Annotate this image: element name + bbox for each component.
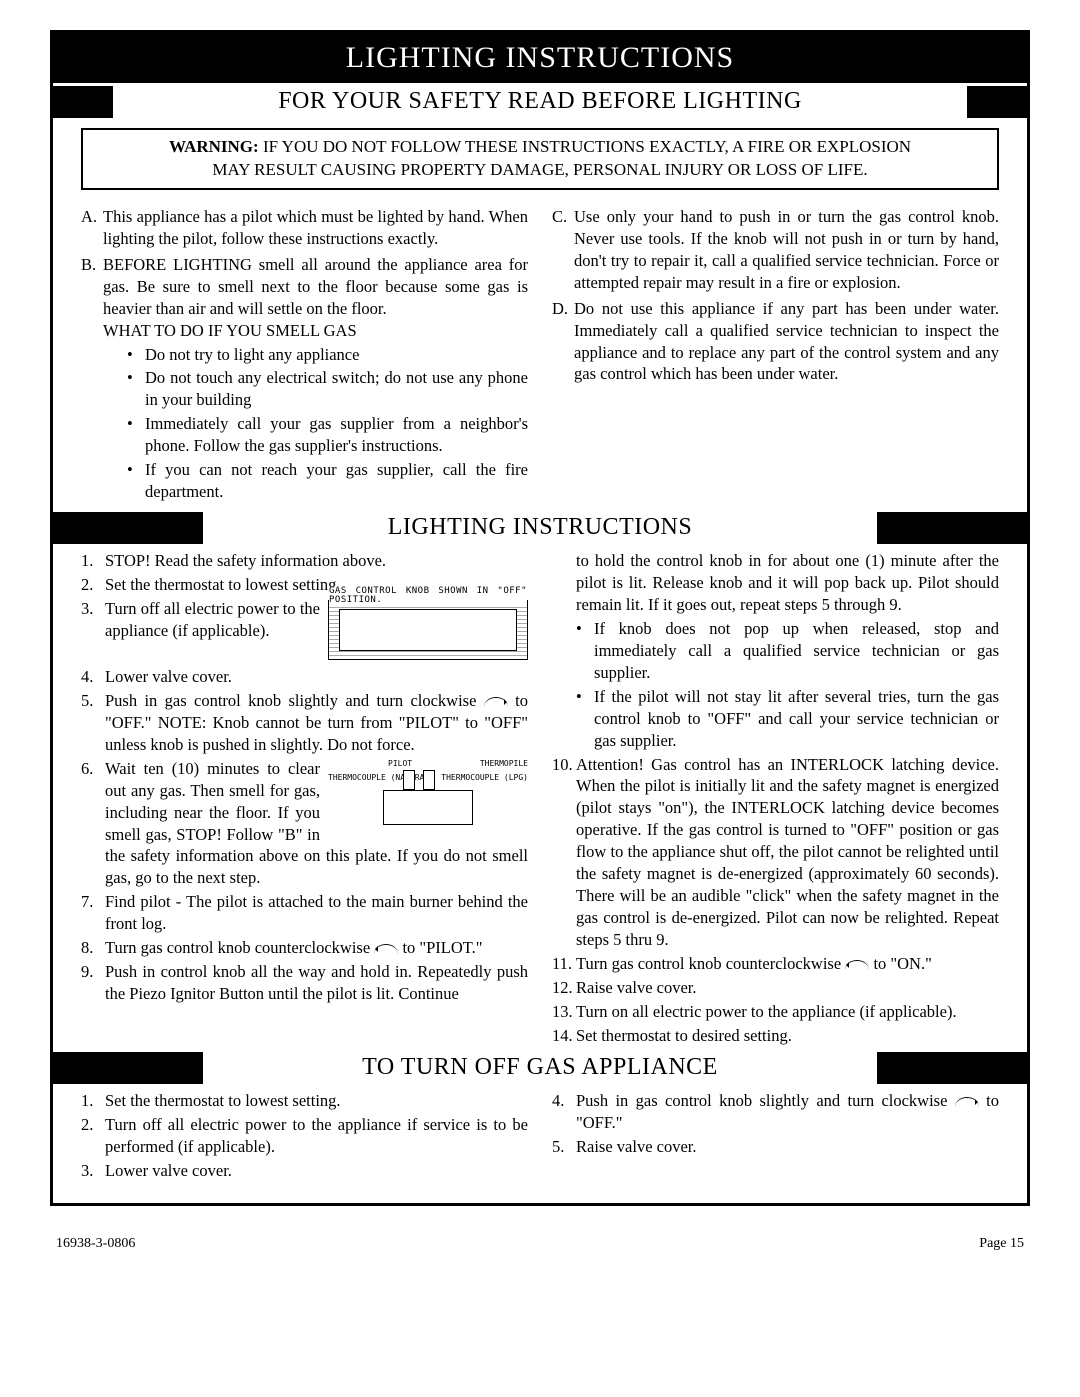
- step-9-cont: to hold the control knob in for about on…: [552, 550, 999, 616]
- footer-doc-number: 16938-3-0806: [56, 1236, 135, 1252]
- gas-control-diagram: GAS CONTROL KNOB SHOWN IN "OFF" POSITION…: [328, 600, 528, 660]
- step-14: Set thermostat to desired setting.: [576, 1025, 999, 1047]
- safety-A: This appliance has a pilot which must be…: [103, 206, 528, 250]
- main-title: LIGHTING INSTRUCTIONS: [346, 41, 734, 74]
- off-col-right: 4. Push in gas control knob slightly and…: [552, 1090, 999, 1184]
- warning-label: WARNING:: [169, 137, 259, 156]
- step-13: Turn on all electric power to the applia…: [576, 1001, 999, 1023]
- diagram-knob-label: GAS CONTROL KNOB SHOWN IN "OFF" POSITION…: [329, 587, 527, 605]
- footer-page-number: Page 15: [979, 1236, 1024, 1252]
- step-12: Raise valve cover.: [576, 977, 999, 999]
- bar-right-box: [877, 1052, 1027, 1084]
- lighting-columns: 1.STOP! Read the safety information abov…: [53, 550, 1027, 1049]
- step-1: STOP! Read the safety information above.: [105, 550, 528, 572]
- step-9: Push in control knob all the way and hol…: [105, 961, 528, 1005]
- bar-left-box: [53, 1052, 203, 1084]
- safety-columns: A.This appliance has a pilot which must …: [53, 206, 1027, 509]
- off-2: Turn off all electric power to the appli…: [105, 1114, 528, 1158]
- clockwise-arrow-icon: [484, 697, 508, 707]
- step-11: Turn gas control knob counterclockwise t…: [576, 953, 999, 975]
- step-6: PILOT THERMOPILE THERMOCOUPLE (NATURAL) …: [105, 758, 528, 890]
- step-10: Attention! Gas control has an INTERLOCK …: [576, 754, 999, 951]
- counterclockwise-arrow-icon: [845, 960, 869, 970]
- warning-box: WARNING: IF YOU DO NOT FOLLOW THESE INST…: [81, 128, 999, 190]
- safety-B: BEFORE LIGHTING smell all around the app…: [103, 254, 528, 505]
- step9-bullet: If the pilot will not stay lit after sev…: [594, 686, 999, 752]
- bar-right-box: [877, 512, 1027, 544]
- safety-col-left: A.This appliance has a pilot which must …: [81, 206, 528, 509]
- warning-line1: IF YOU DO NOT FOLLOW THESE INSTRUCTIONS …: [259, 137, 911, 156]
- section-title-off: TO TURN OFF GAS APPLIANCE: [203, 1052, 877, 1084]
- off-5: Raise valve cover.: [576, 1136, 999, 1158]
- step-3: GAS CONTROL KNOB SHOWN IN "OFF" POSITION…: [105, 598, 528, 664]
- bar-left-box: [53, 86, 113, 118]
- warning-line2: MAY RESULT CAUSING PROPERTY DAMAGE, PERS…: [212, 160, 867, 179]
- main-title-bar: LIGHTING INSTRUCTIONS: [53, 33, 1027, 83]
- safety-C: Use only your hand to push in or turn th…: [574, 206, 999, 294]
- step9-bullet: If knob does not pop up when released, s…: [594, 618, 999, 684]
- b-bullet: Immediately call your gas supplier from …: [145, 413, 528, 457]
- document-frame: LIGHTING INSTRUCTIONS FOR YOUR SAFETY RE…: [50, 30, 1030, 1206]
- section-bar-off: TO TURN OFF GAS APPLIANCE: [53, 1052, 1027, 1084]
- lighting-col-right: to hold the control knob in for about on…: [552, 550, 999, 1049]
- page-footer: 16938-3-0806 Page 15: [50, 1206, 1030, 1252]
- bar-right-box: [967, 86, 1027, 118]
- off-col-left: 1.Set the thermostat to lowest setting. …: [81, 1090, 528, 1184]
- off-columns: 1.Set the thermostat to lowest setting. …: [53, 1090, 1027, 1184]
- off-4: Push in gas control knob slightly and tu…: [576, 1090, 999, 1134]
- step-8: Turn gas control knob counterclockwise t…: [105, 937, 528, 959]
- off-1: Set the thermostat to lowest setting.: [105, 1090, 528, 1112]
- smell-gas-header: WHAT TO DO IF YOU SMELL GAS: [103, 321, 357, 340]
- step-7: Find pilot - The pilot is attached to th…: [105, 891, 528, 935]
- counterclockwise-arrow-icon: [374, 944, 398, 954]
- lighting-col-left: 1.STOP! Read the safety information abov…: [81, 550, 528, 1049]
- b-bullet: Do not try to light any appliance: [145, 344, 528, 366]
- b-bullet: Do not touch any electrical switch; do n…: [145, 367, 528, 411]
- pilot-assembly-diagram: PILOT THERMOPILE THERMOCOUPLE (NATURAL) …: [328, 760, 528, 830]
- section-bar-safety: FOR YOUR SAFETY READ BEFORE LIGHTING: [53, 86, 1027, 118]
- safety-col-right: C.Use only your hand to push in or turn …: [552, 206, 999, 509]
- safety-D: Do not use this appliance if any part ha…: [574, 298, 999, 386]
- off-3: Lower valve cover.: [105, 1160, 528, 1182]
- section-title-safety: FOR YOUR SAFETY READ BEFORE LIGHTING: [113, 86, 967, 118]
- b-bullet: If you can not reach your gas supplier, …: [145, 459, 528, 503]
- step-4: Lower valve cover.: [105, 666, 528, 688]
- clockwise-arrow-icon: [955, 1097, 979, 1107]
- section-bar-lighting: LIGHTING INSTRUCTIONS: [53, 512, 1027, 544]
- step-5: Push in gas control knob slightly and tu…: [105, 690, 528, 756]
- section-title-lighting: LIGHTING INSTRUCTIONS: [203, 512, 877, 544]
- bar-left-box: [53, 512, 203, 544]
